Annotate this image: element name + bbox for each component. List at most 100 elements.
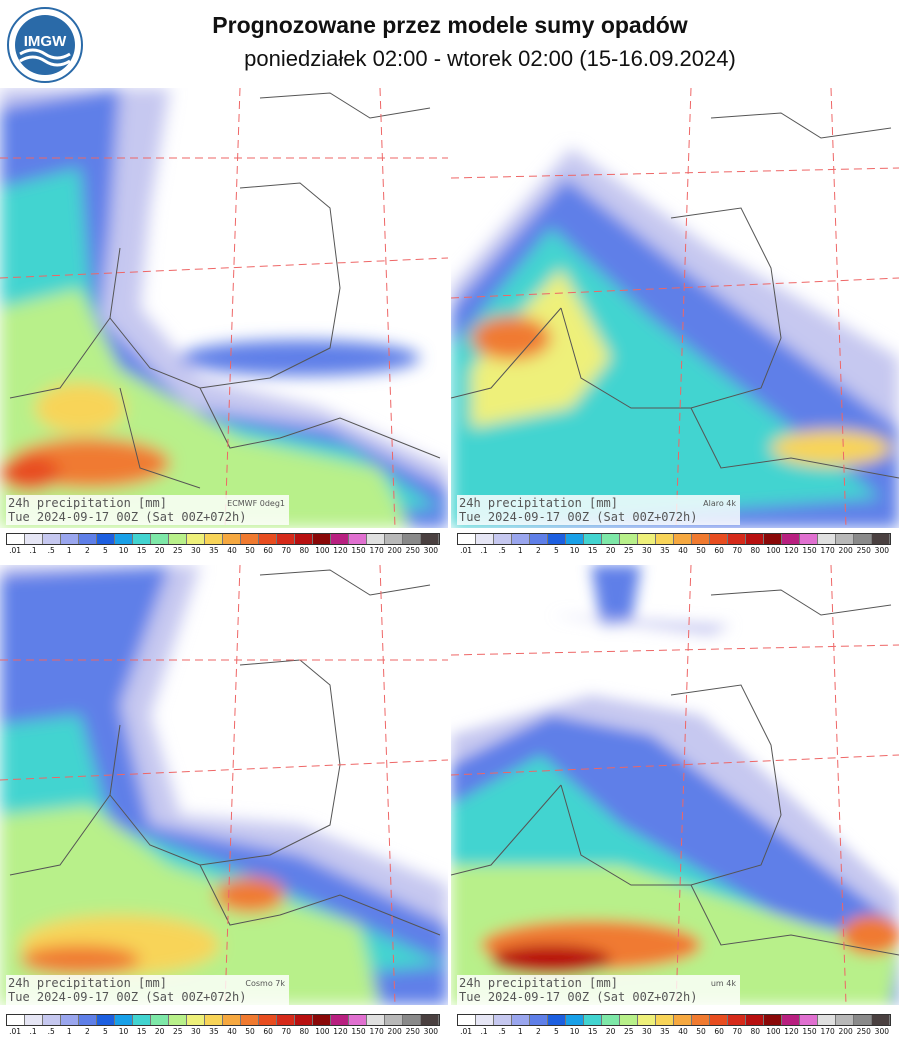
scale-swatch xyxy=(458,534,476,544)
caption-model: Alaro 4k xyxy=(703,499,736,508)
scale-tick-label: 15 xyxy=(136,1027,147,1036)
scale-swatch xyxy=(602,1015,620,1025)
color-scale: .01.1.5 1 2 5 10 15 20 25 30 35 40 50 60 70 80 100 120 15… xyxy=(451,533,899,559)
scale-swatch xyxy=(602,534,620,544)
scale-swatch xyxy=(512,534,530,544)
scale-tick-label: 250 xyxy=(405,546,420,555)
scale-swatch xyxy=(782,1015,800,1025)
caption-line2: Tue 2024-09-17 00Z (Sat 00Z+072h) xyxy=(8,510,247,524)
scale-swatch xyxy=(818,534,836,544)
scale-tick-label: 10 xyxy=(569,1027,580,1036)
scale-tick-label: 60 xyxy=(714,546,724,555)
caption-model: ECMWF 0deg1 xyxy=(227,499,285,508)
scale-swatch xyxy=(133,1015,151,1025)
scale-swatch xyxy=(241,534,259,544)
scale-swatch xyxy=(800,1015,818,1025)
scale-tick-label: .01 xyxy=(460,1027,472,1036)
scale-tick-label: 100 xyxy=(766,1027,781,1036)
scale-cells xyxy=(6,533,440,545)
scale-swatch xyxy=(43,534,61,544)
scale-swatch xyxy=(349,534,367,544)
scale-tick-label: .01 xyxy=(460,546,472,555)
scale-tick-label: 70 xyxy=(732,546,742,555)
scale-tick-label: 250 xyxy=(856,546,871,555)
scale-tick-label: 60 xyxy=(263,1027,273,1036)
scale-swatch xyxy=(61,1015,79,1025)
scale-swatch xyxy=(584,534,602,544)
scale-tick-label: 10 xyxy=(569,546,580,555)
scale-tick-label: 1 xyxy=(517,1027,523,1036)
caption-line2: Tue 2024-09-17 00Z (Sat 00Z+072h) xyxy=(8,990,247,1004)
scale-tick-label: 25 xyxy=(623,546,634,555)
scale-swatch xyxy=(530,1015,548,1025)
scale-tick-label: 5 xyxy=(103,546,108,555)
scale-swatch xyxy=(854,1015,872,1025)
scale-tick-label: 60 xyxy=(263,546,273,555)
scale-tick-label: 170 xyxy=(820,1027,835,1036)
scale-swatch xyxy=(458,1015,476,1025)
page-title: Prognozowane przez modele sumy opadów xyxy=(212,12,688,38)
scale-tick-label: .1 xyxy=(480,1027,488,1036)
scale-swatch xyxy=(548,1015,566,1025)
scale-swatch xyxy=(205,1015,223,1025)
scale-swatch xyxy=(728,1015,746,1025)
scale-swatch xyxy=(169,1015,187,1025)
scale-tick-label: 300 xyxy=(874,1027,889,1036)
scale-swatch xyxy=(313,534,331,544)
scale-swatch xyxy=(223,1015,241,1025)
scale-tick-label: .5 xyxy=(498,546,506,555)
scale-tick-label: 50 xyxy=(696,1027,706,1036)
scale-tick-label: 150 xyxy=(802,546,817,555)
scale-swatch xyxy=(674,1015,692,1025)
scale-tick-label: 50 xyxy=(696,546,706,555)
caption-model: Cosmo 7k xyxy=(245,979,285,988)
panel-caption: 24h precipitation [mm] Cosmo 7k Tue 2024… xyxy=(6,975,289,1005)
scale-tick-label: 250 xyxy=(856,1027,871,1036)
scale-swatch xyxy=(151,1015,169,1025)
scale-swatch xyxy=(476,1015,494,1025)
scale-swatch xyxy=(638,534,656,544)
map-panel-ecmwf: 24h precipitation [mm] ECMWF 0deg1 Tue 2… xyxy=(0,88,448,528)
scale-swatch xyxy=(349,1015,367,1025)
scale-cells xyxy=(457,1014,891,1026)
scale-swatch xyxy=(133,534,151,544)
caption-line1: 24h precipitation [mm] xyxy=(8,976,167,990)
scale-swatch xyxy=(259,534,277,544)
scale-swatch xyxy=(872,1015,890,1025)
logo-text: IMGW xyxy=(24,33,67,50)
header: IMGW Prognozowane przez modele sumy opad… xyxy=(0,0,900,88)
scale-swatch xyxy=(61,534,79,544)
scale-swatch xyxy=(746,1015,764,1025)
color-scale: .01.1.5 1 2 5 10 15 20 25 30 35 40 50 60 70 80 100 120 15… xyxy=(0,533,448,559)
scale-swatch xyxy=(151,534,169,544)
scale-tick-label: 150 xyxy=(351,1027,366,1036)
scale-swatch xyxy=(169,534,187,544)
scale-swatch xyxy=(313,1015,331,1025)
scale-tick-label: .01 xyxy=(9,1027,21,1036)
scale-tick-label: .1 xyxy=(480,546,488,555)
scale-ticks: .01.1.5 1 2 5 10 15 20 25 30 35 40 50 60 70 80 100 120 15… xyxy=(6,546,440,555)
caption-line1: 24h precipitation [mm] xyxy=(8,496,167,510)
scale-tick-label: 80 xyxy=(750,546,761,555)
scale-tick-label: 15 xyxy=(587,546,598,555)
caption-model: um 4k xyxy=(710,979,736,988)
precipitation-map xyxy=(0,565,448,1005)
scale-swatch xyxy=(421,1015,439,1025)
scale-swatch xyxy=(764,1015,782,1025)
scale-tick-label: 2 xyxy=(535,546,541,555)
caption-line2: Tue 2024-09-17 00Z (Sat 00Z+072h) xyxy=(459,990,698,1004)
scale-swatch xyxy=(187,1015,205,1025)
caption-line2: Tue 2024-09-17 00Z (Sat 00Z+072h) xyxy=(459,510,698,524)
scale-tick-label: 40 xyxy=(678,1027,688,1036)
scale-tick-label: 300 xyxy=(423,546,438,555)
scale-tick-label: 170 xyxy=(820,546,835,555)
scale-tick-label: 120 xyxy=(333,546,348,555)
scale-swatch xyxy=(25,1015,43,1025)
scale-swatch xyxy=(728,534,746,544)
scale-cells xyxy=(6,1014,440,1026)
scale-tick-label: .5 xyxy=(47,546,55,555)
map-panel-alaro: 24h precipitation [mm] Alaro 4k Tue 2024… xyxy=(451,88,899,528)
scale-swatch xyxy=(421,534,439,544)
scale-tick-label: 35 xyxy=(660,1027,670,1036)
scale-tick-label: 170 xyxy=(369,546,384,555)
